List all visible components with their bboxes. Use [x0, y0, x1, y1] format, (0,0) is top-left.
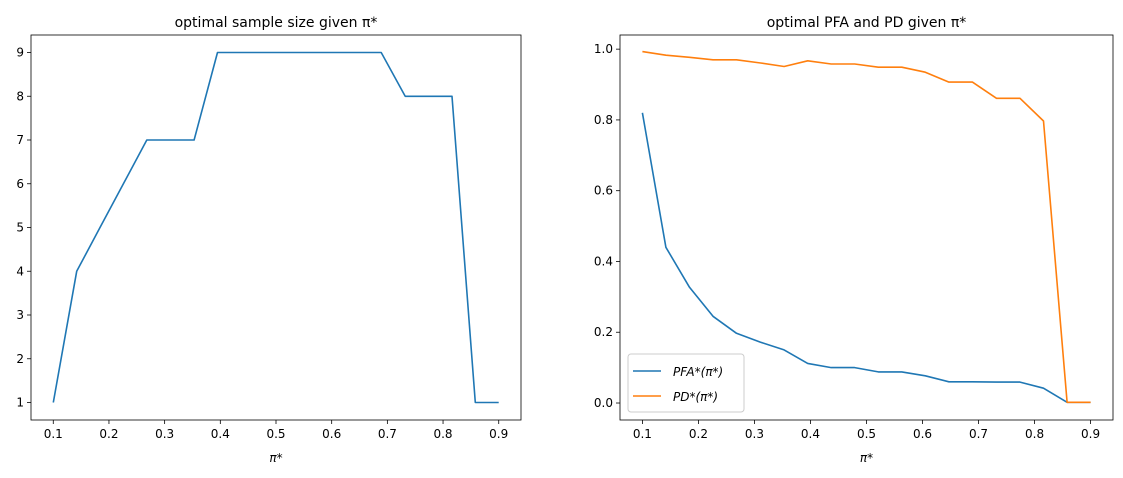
- chart-0: optimal sample size given π* 0.1 0.2 0.3 0.4…: [16, 15, 522, 465]
- x-tick-label: 0.2: [99, 427, 118, 441]
- legend: PFA*(π*) PD*(π*): [627, 353, 745, 413]
- x-tick-label: 0.7: [378, 427, 397, 441]
- y-tick-label: 5: [16, 221, 24, 235]
- series-line-0: [52, 51, 499, 404]
- y-tick-label: 4: [16, 264, 24, 278]
- x-tick-label: 0.6: [913, 427, 932, 441]
- x-tick-label: 0.8: [1025, 427, 1044, 441]
- legend-box: [627, 353, 745, 413]
- y-tick-label: 1: [16, 396, 24, 410]
- x-tick-label: 0.1: [44, 427, 63, 441]
- y-tick-label: 8: [16, 89, 24, 103]
- x-tick-label: 0.4: [211, 427, 230, 441]
- x-axis-label: π*: [269, 451, 282, 465]
- x-tick-label: 0.1: [633, 427, 652, 441]
- y-tick-label: 0.2: [594, 325, 613, 339]
- x-tick-label: 0.5: [266, 427, 285, 441]
- legend-entry: PD*(π*): [673, 390, 718, 404]
- y-tick-label: 2: [16, 352, 24, 366]
- chart-title: optimal PFA and PD given π*: [767, 15, 967, 31]
- axes-frame: [30, 34, 522, 421]
- y-tick-label: 7: [16, 133, 24, 147]
- y-tick-label: 9: [16, 46, 24, 60]
- x-tick-label: 0.2: [689, 427, 708, 441]
- x-tick-label: 0.9: [489, 427, 508, 441]
- series-line-0: [641, 112, 1091, 404]
- x-tick-label: 0.8: [433, 427, 452, 441]
- x-tick-label: 0.6: [322, 427, 341, 441]
- chart-1: optimal PFA and PD given π* 0.1 0.2 0.3 0.4 0…: [594, 15, 1114, 465]
- x-tick-label: 0.3: [155, 427, 174, 441]
- x-tick-label: 0.4: [801, 427, 820, 441]
- legend-entry: PFA*(π*): [673, 365, 723, 379]
- chart-title: optimal sample size given π*: [175, 15, 378, 31]
- x-tick-label: 0.3: [745, 427, 764, 441]
- series-line-1: [642, 50, 1091, 404]
- x-tick-label: 0.9: [1081, 427, 1100, 441]
- y-tick-label: 0.6: [594, 184, 613, 198]
- axes-frame: [619, 34, 1114, 421]
- y-tick-label: 0.4: [594, 254, 613, 268]
- y-tick-label: 1.0: [594, 42, 613, 56]
- x-tick-label: 0.7: [969, 427, 988, 441]
- y-tick-label: 3: [16, 308, 24, 322]
- y-tick-label: 6: [16, 177, 24, 191]
- x-axis-label: π*: [860, 451, 873, 465]
- y-tick-label: 0.8: [594, 113, 613, 127]
- y-tick-label: 0.0: [594, 396, 613, 410]
- x-tick-label: 0.5: [857, 427, 876, 441]
